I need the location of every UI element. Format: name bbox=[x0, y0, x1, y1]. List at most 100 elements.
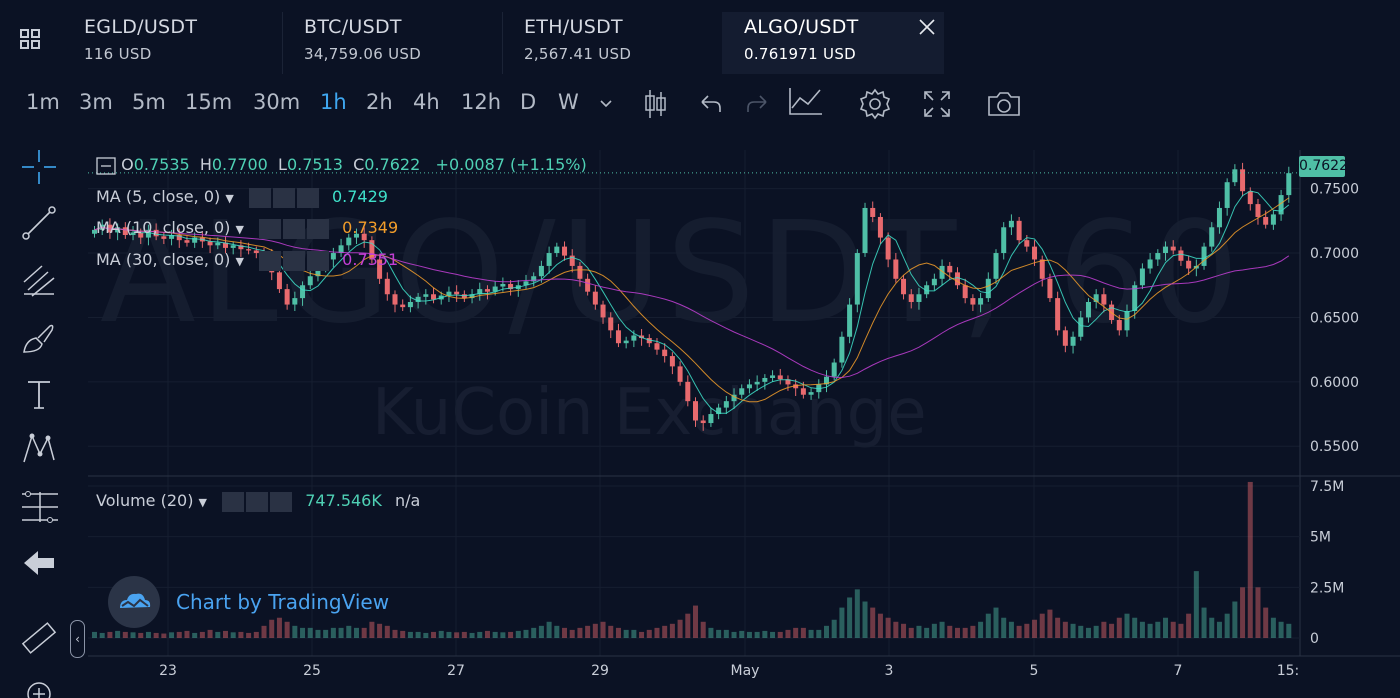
close-icon[interactable] bbox=[918, 18, 936, 36]
volume-bar bbox=[1263, 607, 1269, 638]
volume-bar bbox=[1078, 625, 1084, 638]
trend-line-icon[interactable] bbox=[20, 204, 58, 242]
volume-bar bbox=[777, 631, 783, 638]
layout-grid-icon[interactable] bbox=[20, 29, 42, 51]
close-icon[interactable] bbox=[270, 491, 293, 512]
timeframe-12h[interactable]: 12h bbox=[461, 90, 502, 114]
ma5-label[interactable]: MA (5, close, 0) bbox=[96, 187, 221, 206]
eye-icon[interactable] bbox=[259, 250, 282, 271]
volume-label[interactable]: Volume (20) bbox=[96, 491, 194, 510]
volume-bar bbox=[153, 632, 159, 638]
timeframe-4h[interactable]: 4h bbox=[413, 90, 440, 114]
chart-by-tradingview[interactable]: Chart by TradingView bbox=[176, 590, 390, 614]
timeframe-2h[interactable]: 2h bbox=[366, 90, 393, 114]
symbol-tab-bar: EGLD/USDT 116 USD BTC/USDT 34,759.06 USD… bbox=[0, 0, 1400, 74]
timeframe-15m[interactable]: 15m bbox=[185, 90, 233, 114]
timeframe-1m[interactable]: 1m bbox=[26, 90, 60, 114]
ma30-legend: MA (30, close, 0) ▼ 0.7351 bbox=[96, 250, 398, 271]
gear-icon[interactable] bbox=[272, 187, 295, 208]
x-tick-label: May bbox=[731, 663, 760, 679]
gear-icon[interactable] bbox=[283, 250, 306, 271]
last-price-tag: 0.7622 bbox=[1299, 156, 1348, 177]
fib-channel-icon[interactable] bbox=[20, 262, 58, 300]
x-tick-label: 25 bbox=[303, 663, 321, 679]
timeframe-1h[interactable]: 1h bbox=[320, 90, 347, 114]
chevron-down-icon[interactable]: ▼ bbox=[235, 223, 244, 236]
timeframe-w[interactable]: W bbox=[558, 90, 579, 114]
candles-icon[interactable] bbox=[642, 88, 668, 120]
fullscreen-icon[interactable] bbox=[922, 89, 952, 119]
measure-projection-icon[interactable] bbox=[20, 488, 60, 526]
tab-eth-usdt[interactable]: ETH/USDT 2,567.41 USD bbox=[502, 12, 722, 74]
close-icon[interactable] bbox=[307, 218, 330, 239]
volume-bar bbox=[176, 631, 182, 638]
timeframe-3m[interactable]: 3m bbox=[79, 90, 113, 114]
tab-egld-usdt[interactable]: EGLD/USDT 116 USD bbox=[62, 12, 282, 74]
volume-bar bbox=[184, 630, 190, 638]
close-icon[interactable] bbox=[296, 187, 319, 208]
camera-icon[interactable] bbox=[986, 90, 1022, 118]
volume-legend: Volume (20) ▼ 747.546K n/a bbox=[96, 491, 420, 512]
gear-icon[interactable] bbox=[246, 491, 269, 512]
ma10-label[interactable]: MA (10, close, 0) bbox=[96, 218, 231, 237]
crosshair-icon[interactable] bbox=[20, 148, 58, 186]
tab-algo-usdt[interactable]: ALGO/USDT 0.761971 USD bbox=[722, 12, 944, 74]
brush-icon[interactable] bbox=[20, 320, 58, 358]
panel-collapse-handle[interactable]: ‹ bbox=[70, 620, 85, 658]
volume-bar bbox=[831, 619, 837, 638]
undo-icon[interactable] bbox=[698, 92, 724, 116]
volume-bar bbox=[1124, 613, 1130, 638]
ma30-label[interactable]: MA (30, close, 0) bbox=[96, 250, 231, 269]
volume-bar bbox=[1155, 621, 1161, 638]
volume-bar bbox=[199, 631, 205, 638]
volume-bar bbox=[284, 621, 290, 638]
volume-bar bbox=[1093, 625, 1099, 638]
settings-icon[interactable] bbox=[858, 87, 892, 121]
arrow-left-icon[interactable] bbox=[20, 546, 58, 580]
gear-icon[interactable] bbox=[283, 218, 306, 239]
chevron-down-icon[interactable]: ▼ bbox=[225, 192, 234, 205]
tab-price: 0.761971 USD bbox=[744, 45, 856, 63]
volume-bar bbox=[238, 631, 244, 638]
volume-bar bbox=[1232, 601, 1238, 638]
volume-bar bbox=[1147, 623, 1153, 638]
candle-body bbox=[669, 356, 675, 367]
timeframe-5m[interactable]: 5m bbox=[132, 90, 166, 114]
tradingview-logo[interactable] bbox=[108, 576, 160, 628]
close-icon[interactable] bbox=[307, 250, 330, 271]
chevron-down-icon[interactable] bbox=[598, 98, 614, 110]
close-value: 0.7622 bbox=[364, 155, 421, 174]
collapse-legend-icon[interactable] bbox=[96, 156, 116, 175]
ruler-icon[interactable] bbox=[20, 620, 58, 658]
zoom-in-icon[interactable] bbox=[20, 680, 58, 698]
eye-icon[interactable] bbox=[248, 187, 271, 208]
timeframe-d[interactable]: D bbox=[520, 90, 537, 114]
candle-body bbox=[1270, 214, 1276, 225]
volume-tick-label: 5M bbox=[1310, 530, 1331, 546]
tab-btc-usdt[interactable]: BTC/USDT 34,759.06 USD bbox=[282, 12, 502, 74]
volume-bar bbox=[669, 623, 675, 638]
eye-icon[interactable] bbox=[259, 218, 282, 239]
volume-bar bbox=[592, 623, 598, 638]
volume-bar bbox=[924, 627, 930, 638]
timeframe-30m[interactable]: 30m bbox=[253, 90, 301, 114]
volume-bar bbox=[816, 629, 822, 638]
volume-bar bbox=[1008, 621, 1014, 638]
volume-bar bbox=[1240, 587, 1246, 638]
candle-body bbox=[1286, 173, 1292, 196]
volume-bar bbox=[222, 630, 228, 638]
eye-icon[interactable] bbox=[222, 491, 245, 512]
volume-bar bbox=[654, 627, 660, 638]
indicators-icon[interactable] bbox=[788, 86, 824, 118]
volume-bar bbox=[762, 630, 768, 638]
text-tool-icon[interactable] bbox=[20, 376, 58, 414]
volume-bar bbox=[1224, 613, 1230, 638]
redo-icon[interactable] bbox=[744, 92, 770, 116]
y-tick-label: 0.7500 bbox=[1310, 182, 1359, 198]
pattern-icon[interactable] bbox=[20, 430, 58, 468]
volume-bar bbox=[99, 632, 105, 638]
volume-bar bbox=[377, 623, 383, 638]
chevron-down-icon[interactable]: ▼ bbox=[235, 255, 244, 268]
chevron-down-icon[interactable]: ▼ bbox=[198, 496, 207, 509]
tab-divider bbox=[282, 12, 283, 74]
